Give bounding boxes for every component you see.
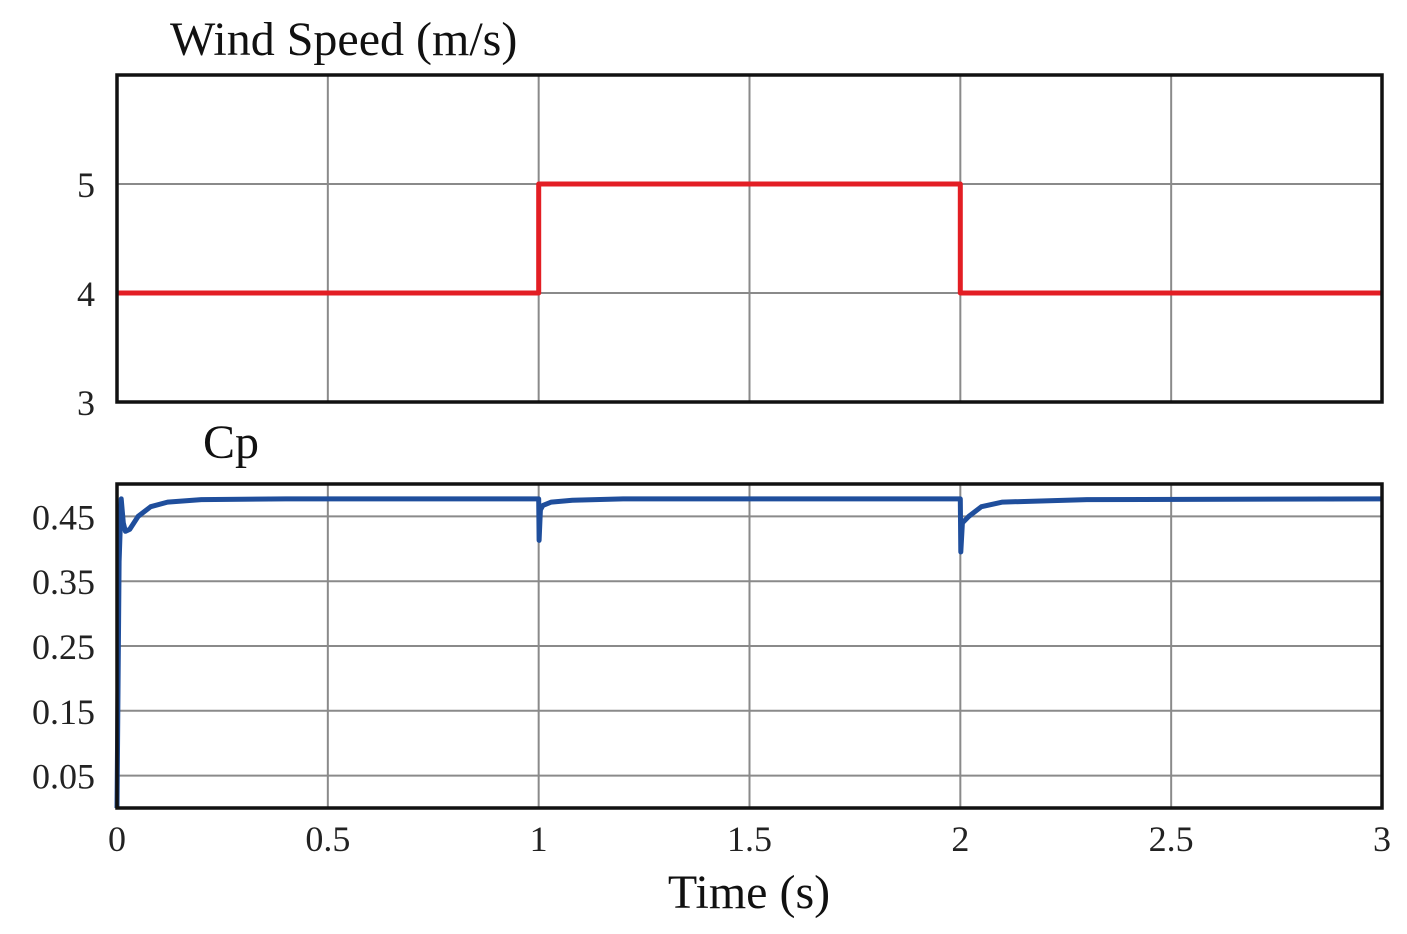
wind-speed-grid	[117, 75, 1382, 402]
cp-y-tick-label: 0.15	[32, 692, 95, 732]
wind-speed-y-tick-labels: 3 4 5	[77, 165, 95, 423]
x-axis-label: Time (s)	[668, 866, 830, 919]
wind-speed-y-tick-label: 4	[77, 274, 95, 314]
x-tick-label: 0	[108, 819, 126, 859]
cp-y-tick-label: 0.05	[32, 757, 95, 797]
cp-panel: Cp 0.05 0.15 0.25 0.35 0.45 0 0.5 1 1.5 2 2.5 3 Ti…	[32, 416, 1391, 919]
x-tick-label: 0.5	[305, 819, 350, 859]
wind-speed-y-tick-label: 5	[77, 165, 95, 205]
wind-speed-y-tick-label: 3	[77, 383, 95, 423]
cp-y-tick-label: 0.45	[32, 497, 95, 537]
x-tick-label: 3	[1373, 819, 1391, 859]
cp-title: Cp	[203, 416, 259, 469]
cp-y-tick-labels: 0.05 0.15 0.25 0.35 0.45	[32, 497, 95, 796]
wind-speed-plot-frame	[115, 73, 1384, 404]
x-tick-label: 2.5	[1149, 819, 1194, 859]
wind-speed-title: Wind Speed (m/s)	[170, 13, 517, 66]
cp-y-tick-label: 0.25	[32, 627, 95, 667]
cp-series-layer	[114, 496, 1383, 809]
cp-y-tick-label: 0.35	[32, 562, 95, 602]
x-tick-label: 2	[951, 819, 969, 859]
x-tick-label: 1	[530, 819, 548, 859]
wind-speed-series-layer	[117, 181, 1382, 296]
x-tick-labels: 0 0.5 1 1.5 2 2.5 3	[108, 819, 1391, 859]
wind-speed-panel: Wind Speed (m/s) 3 4 5	[77, 13, 1384, 423]
x-tick-label: 1.5	[727, 819, 772, 859]
cp-series-line	[114, 496, 1383, 809]
cp-plot-frame	[115, 482, 1384, 810]
wind-speed-series-line	[117, 181, 1382, 296]
cp-grid	[117, 484, 1382, 808]
